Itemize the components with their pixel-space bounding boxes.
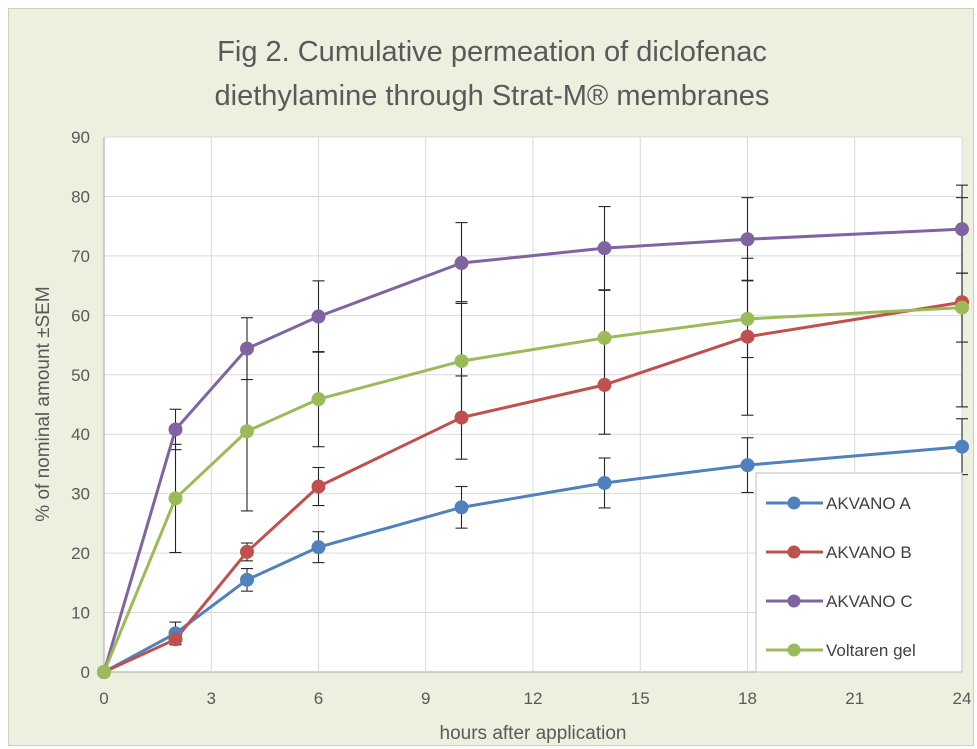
data-point bbox=[311, 309, 326, 324]
data-point bbox=[168, 491, 183, 506]
data-point bbox=[454, 410, 469, 425]
y-tick-label: 80 bbox=[71, 187, 90, 206]
data-point bbox=[740, 311, 755, 326]
y-tick-label: 50 bbox=[71, 366, 90, 385]
data-point bbox=[240, 424, 254, 439]
data-point bbox=[240, 341, 254, 356]
tick-labels: 0 10 20 30 40 50 60 70 80 90 0 3 6 9 12 15 18 21 24 bbox=[71, 128, 971, 708]
legend-label: AKVANO A bbox=[826, 494, 911, 513]
legend-item: AKVANO C bbox=[766, 592, 913, 611]
legend-swatch-marker bbox=[787, 496, 801, 510]
legend-label: AKVANO B bbox=[826, 543, 912, 562]
data-point bbox=[454, 354, 469, 369]
data-point bbox=[311, 392, 326, 407]
chart-svg: Fig 2. Cumulative permeation of diclofen… bbox=[33, 36, 971, 744]
data-point bbox=[597, 330, 612, 345]
x-tick-label: 24 bbox=[953, 689, 972, 708]
x-tick-label: 9 bbox=[421, 689, 430, 708]
data-point bbox=[740, 232, 755, 247]
data-point bbox=[740, 329, 755, 344]
data-point bbox=[97, 665, 111, 679]
x-tick-label: 21 bbox=[845, 689, 864, 708]
data-point bbox=[955, 222, 969, 237]
y-tick-label: 20 bbox=[71, 544, 90, 563]
series-line-3 bbox=[102, 227, 963, 673]
series-lines bbox=[97, 222, 969, 679]
y-tick-label: 70 bbox=[71, 247, 90, 266]
data-point bbox=[311, 540, 326, 555]
data-point bbox=[740, 458, 755, 473]
data-point bbox=[597, 377, 612, 392]
y-tick-label: 40 bbox=[71, 425, 90, 444]
legend-item: AKVANO B bbox=[766, 543, 912, 562]
series-line-4 bbox=[102, 306, 963, 673]
data-point bbox=[168, 632, 183, 647]
x-axis-label: hours after application bbox=[440, 723, 627, 744]
legend-swatch-marker bbox=[787, 545, 801, 559]
data-point bbox=[454, 256, 469, 271]
data-point bbox=[240, 572, 254, 587]
data-point bbox=[168, 422, 183, 437]
data-point bbox=[597, 241, 612, 256]
y-tick-label: 30 bbox=[71, 485, 90, 504]
chart-title-line-2: diethylamine through Strat-M® membranes bbox=[215, 80, 770, 112]
data-point bbox=[955, 439, 969, 454]
legend-swatch-marker bbox=[787, 643, 801, 657]
legend-item: AKVANO A bbox=[766, 494, 911, 513]
chart-title-line-1: Fig 2. Cumulative permeation of diclofen… bbox=[217, 36, 767, 68]
x-tick-label: 6 bbox=[314, 689, 323, 708]
y-tick-label: 60 bbox=[71, 306, 90, 325]
y-tick-label: 10 bbox=[71, 604, 90, 623]
data-point bbox=[311, 479, 326, 494]
x-tick-label: 12 bbox=[524, 689, 543, 708]
series-line-2 bbox=[103, 300, 963, 674]
y-tick-label: 0 bbox=[81, 663, 90, 682]
legend-swatch-marker bbox=[787, 594, 801, 608]
y-axis-label: % of nominal amount ±SEM bbox=[33, 286, 54, 521]
data-point bbox=[240, 544, 254, 559]
legend-label: Voltaren gel bbox=[826, 641, 916, 660]
legend-item: Voltaren gel bbox=[766, 641, 916, 660]
data-point bbox=[454, 500, 469, 515]
legend: AKVANO A AKVANO B AKVANO C Voltaren gel bbox=[755, 472, 963, 673]
y-tick-label: 90 bbox=[71, 128, 90, 147]
data-point bbox=[597, 475, 612, 490]
chart-area: Fig 2. Cumulative permeation of diclofen… bbox=[8, 8, 974, 746]
data-point bbox=[955, 300, 969, 315]
x-tick-label: 15 bbox=[631, 689, 650, 708]
x-tick-label: 3 bbox=[207, 689, 216, 708]
x-tick-label: 0 bbox=[99, 689, 108, 708]
legend-label: AKVANO C bbox=[826, 592, 913, 611]
x-tick-label: 18 bbox=[738, 689, 757, 708]
